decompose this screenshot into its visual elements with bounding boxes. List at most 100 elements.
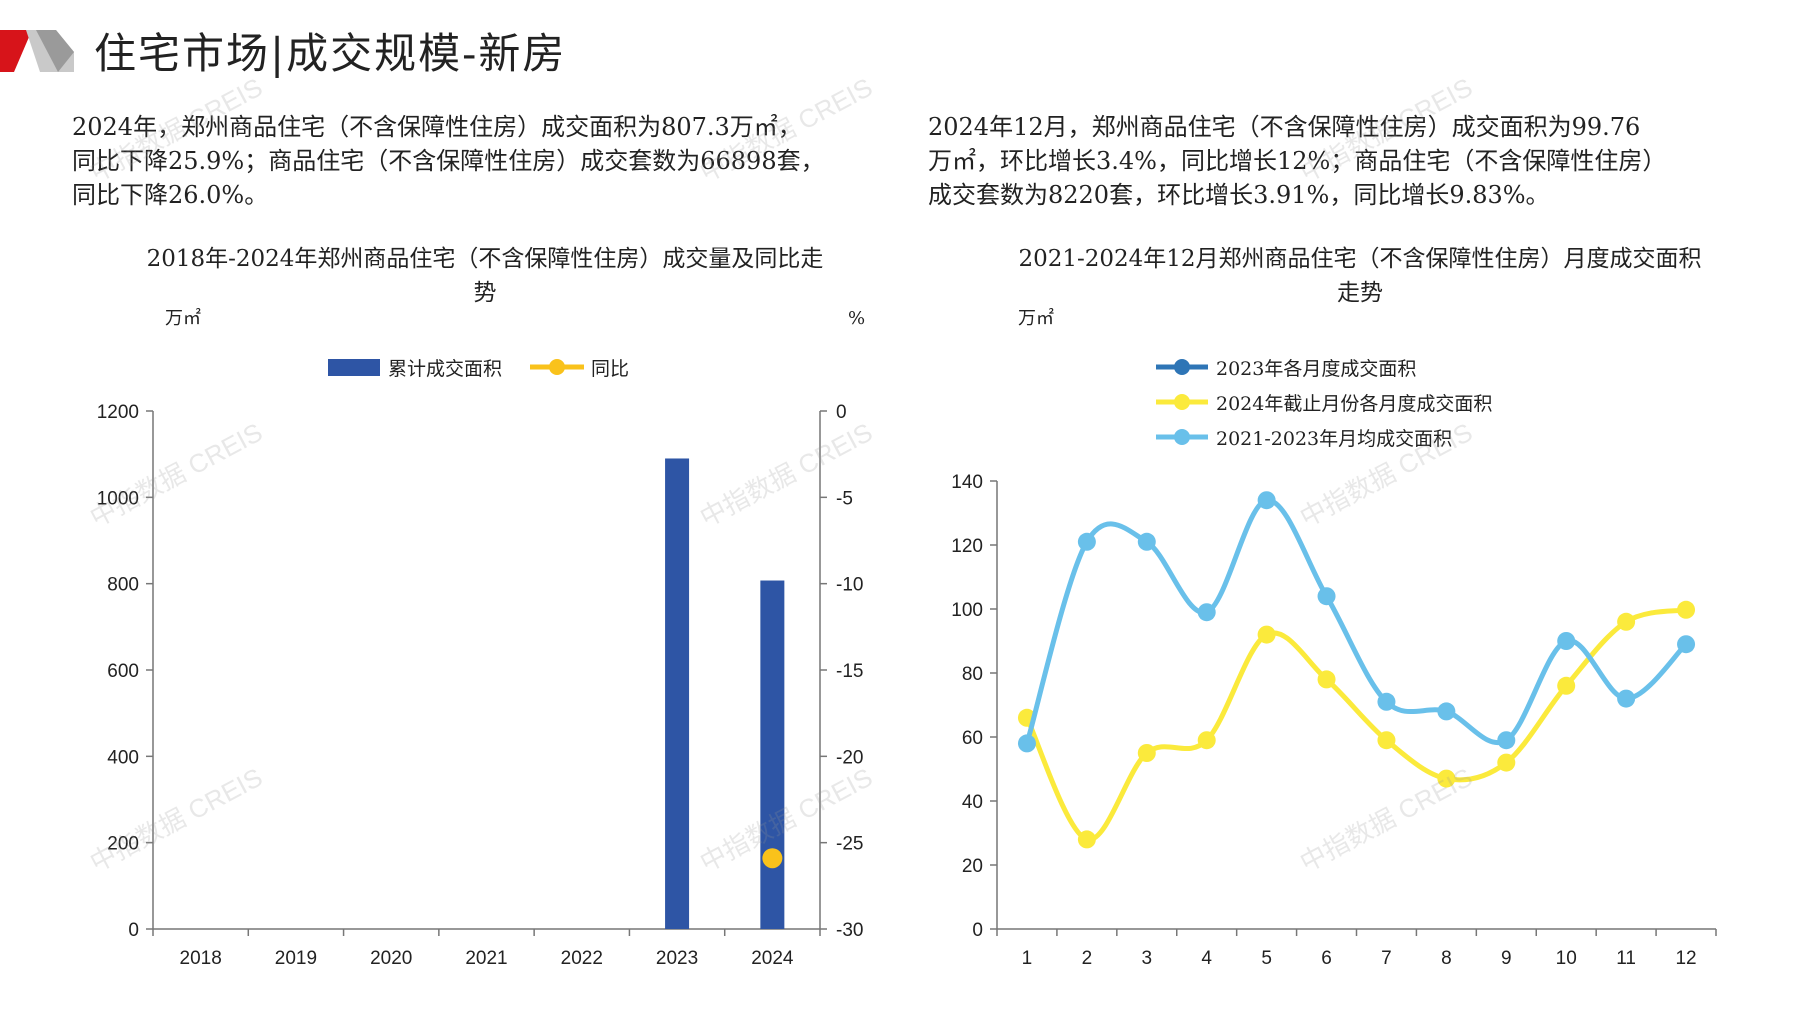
series-2-point <box>1317 670 1336 689</box>
x-tick-label: 2023 <box>656 948 698 969</box>
series-2-point <box>1497 753 1516 772</box>
paragraph-line: 2024年12月，郑州商品住宅（不含保障性住房）成交面积为99.76 <box>928 113 1641 141</box>
x-tick-label: 2018 <box>180 948 222 969</box>
paragraph-line: 万㎡，环比增长3.4%，同比增长12%；商品住宅（不含保障性住房） <box>928 147 1667 175</box>
y-tick-label: 800 <box>107 575 139 596</box>
x-tick-label: 2020 <box>370 948 412 969</box>
y-tick-label: 140 <box>951 472 983 493</box>
series-2-point <box>1377 731 1396 750</box>
series-line-2 <box>1024 607 1689 842</box>
series-2-point <box>1077 830 1096 849</box>
yoy-point-2024 <box>762 848 783 869</box>
right-chart-title: 2021-2024年12月郑州商品住宅（不含保障性住房）月度成交面积 走势 <box>930 242 1790 310</box>
series-2-point <box>1257 625 1276 644</box>
y-tick-label: 100 <box>951 600 983 621</box>
y2-tick-label: -25 <box>836 834 863 855</box>
x-tick-label: 3 <box>1142 948 1153 969</box>
series-3-point <box>1617 689 1636 708</box>
x-tick-label: 4 <box>1201 948 1212 969</box>
series-3-point <box>1377 692 1396 711</box>
y2-tick-label: -5 <box>836 488 853 509</box>
paragraph-line: 同比下降25.9%；商品住宅（不含保障性住房）成交套数为66898套， <box>72 147 825 175</box>
series-3-point <box>1077 532 1096 551</box>
legend-label-bar: 累计成交面积 <box>388 358 502 380</box>
y-tick-label: 400 <box>107 747 139 768</box>
x-tick-label: 7 <box>1381 948 1392 969</box>
y-tick-label: 1200 <box>97 402 139 423</box>
chart-title-line: 2021-2024年12月郑州商品住宅（不含保障性住房）月度成交面积 <box>1018 246 1702 272</box>
left-chart-title: 2018年-2024年郑州商品住宅（不含保障性住房）成交量及同比走 势 <box>60 242 910 310</box>
series-2-point <box>1437 769 1456 788</box>
legend-label-2: 2024年截止月份各月度成交面积 <box>1216 393 1492 415</box>
y2-tick-label: -10 <box>836 575 863 596</box>
y-tick-label: 40 <box>962 792 983 813</box>
summary-paragraph-annual: 2024年，郑州商品住宅（不含保障性住房）成交面积为807.3万㎡， 同比下降2… <box>72 110 892 212</box>
series-3-point <box>1257 491 1276 510</box>
series-3-point <box>1557 632 1576 650</box>
paragraph-line: 成交套数为8220套，环比增长3.91%，同比增长9.83%。 <box>928 181 1550 209</box>
y-tick-label: 600 <box>107 661 139 682</box>
y2-tick-label: -30 <box>836 920 863 941</box>
y-tick-label: 80 <box>962 664 983 685</box>
brand-logo <box>0 30 74 72</box>
left-chart: 万㎡ % 0 200 400 600 800 1000 1200 -30 -25 -20 -15 -10 -… <box>97 307 865 969</box>
y2-axis-unit-label: % <box>848 308 865 329</box>
series-2-point <box>1677 600 1696 619</box>
page-title: 住宅市场|成交规模-新房 <box>94 29 567 78</box>
y2-tick-label: -15 <box>836 661 863 682</box>
x-tick-label: 2022 <box>561 948 603 969</box>
chart-title-line: 势 <box>473 280 497 306</box>
x-tick-label: 10 <box>1556 948 1577 969</box>
x-tick-label: 12 <box>1675 948 1696 969</box>
series-2-point <box>1137 744 1156 762</box>
x-tick-label: 6 <box>1321 948 1332 969</box>
legend-label-1: 2023年各月度成交面积 <box>1216 358 1416 380</box>
chart-title-line: 2018年-2024年郑州商品住宅（不含保障性住房）成交量及同比走 <box>146 246 824 272</box>
legend-marker-1 <box>1174 359 1190 375</box>
x-tick-label: 5 <box>1261 948 1272 969</box>
series-3-point <box>1437 702 1456 721</box>
paragraph-line: 2024年，郑州商品住宅（不含保障性住房）成交面积为807.3万㎡， <box>72 113 802 141</box>
x-tick-label: 2021 <box>465 948 507 969</box>
legend-label-yoy: 同比 <box>591 358 629 380</box>
y-tick-label: 0 <box>128 920 139 941</box>
x-tick-label: 2024 <box>751 948 794 969</box>
legend-marker-3 <box>1174 429 1190 445</box>
bar-2023 <box>665 458 690 929</box>
series-2-point <box>1557 676 1576 695</box>
series-3-point <box>1197 603 1216 622</box>
x-tick-label: 8 <box>1441 948 1452 969</box>
chart-title-line: 走势 <box>1337 280 1383 306</box>
paragraph-line: 同比下降26.0%。 <box>72 181 269 209</box>
x-tick-label: 11 <box>1616 948 1636 969</box>
y-tick-label: 200 <box>107 834 139 855</box>
x-tick-label: 9 <box>1501 948 1512 969</box>
y-tick-label: 1000 <box>97 488 139 509</box>
y-tick-label: 120 <box>951 536 983 557</box>
y2-tick-label: -20 <box>836 747 863 768</box>
x-tick-label: 1 <box>1022 948 1033 969</box>
y-axis-unit-label: 万㎡ <box>1018 307 1054 329</box>
y-tick-label: 0 <box>972 920 983 941</box>
series-3-point <box>1137 532 1156 551</box>
series-3-point <box>1497 731 1516 750</box>
y-tick-label: 60 <box>962 728 983 749</box>
legend-swatch-bar <box>328 359 380 376</box>
summary-paragraph-monthly: 2024年12月，郑州商品住宅（不含保障性住房）成交面积为99.76 万㎡，环比… <box>928 110 1788 212</box>
series-2-point <box>1617 612 1636 631</box>
y-axis-unit-label: 万㎡ <box>165 307 201 329</box>
series-3-point <box>1017 734 1036 753</box>
series-3-point <box>1317 587 1336 606</box>
x-tick-label: 2 <box>1082 948 1093 969</box>
y2-tick-label: 0 <box>836 402 847 423</box>
series-2-point <box>1197 731 1216 750</box>
legend-label-3: 2021-2023年月均成交面积 <box>1216 428 1452 450</box>
x-tick-label: 2019 <box>275 948 317 969</box>
legend-marker-yoy <box>549 359 565 375</box>
legend-marker-2 <box>1174 394 1190 410</box>
y-tick-label: 20 <box>962 856 983 877</box>
series-3-point <box>1677 635 1696 654</box>
bar-2024 <box>760 580 785 929</box>
